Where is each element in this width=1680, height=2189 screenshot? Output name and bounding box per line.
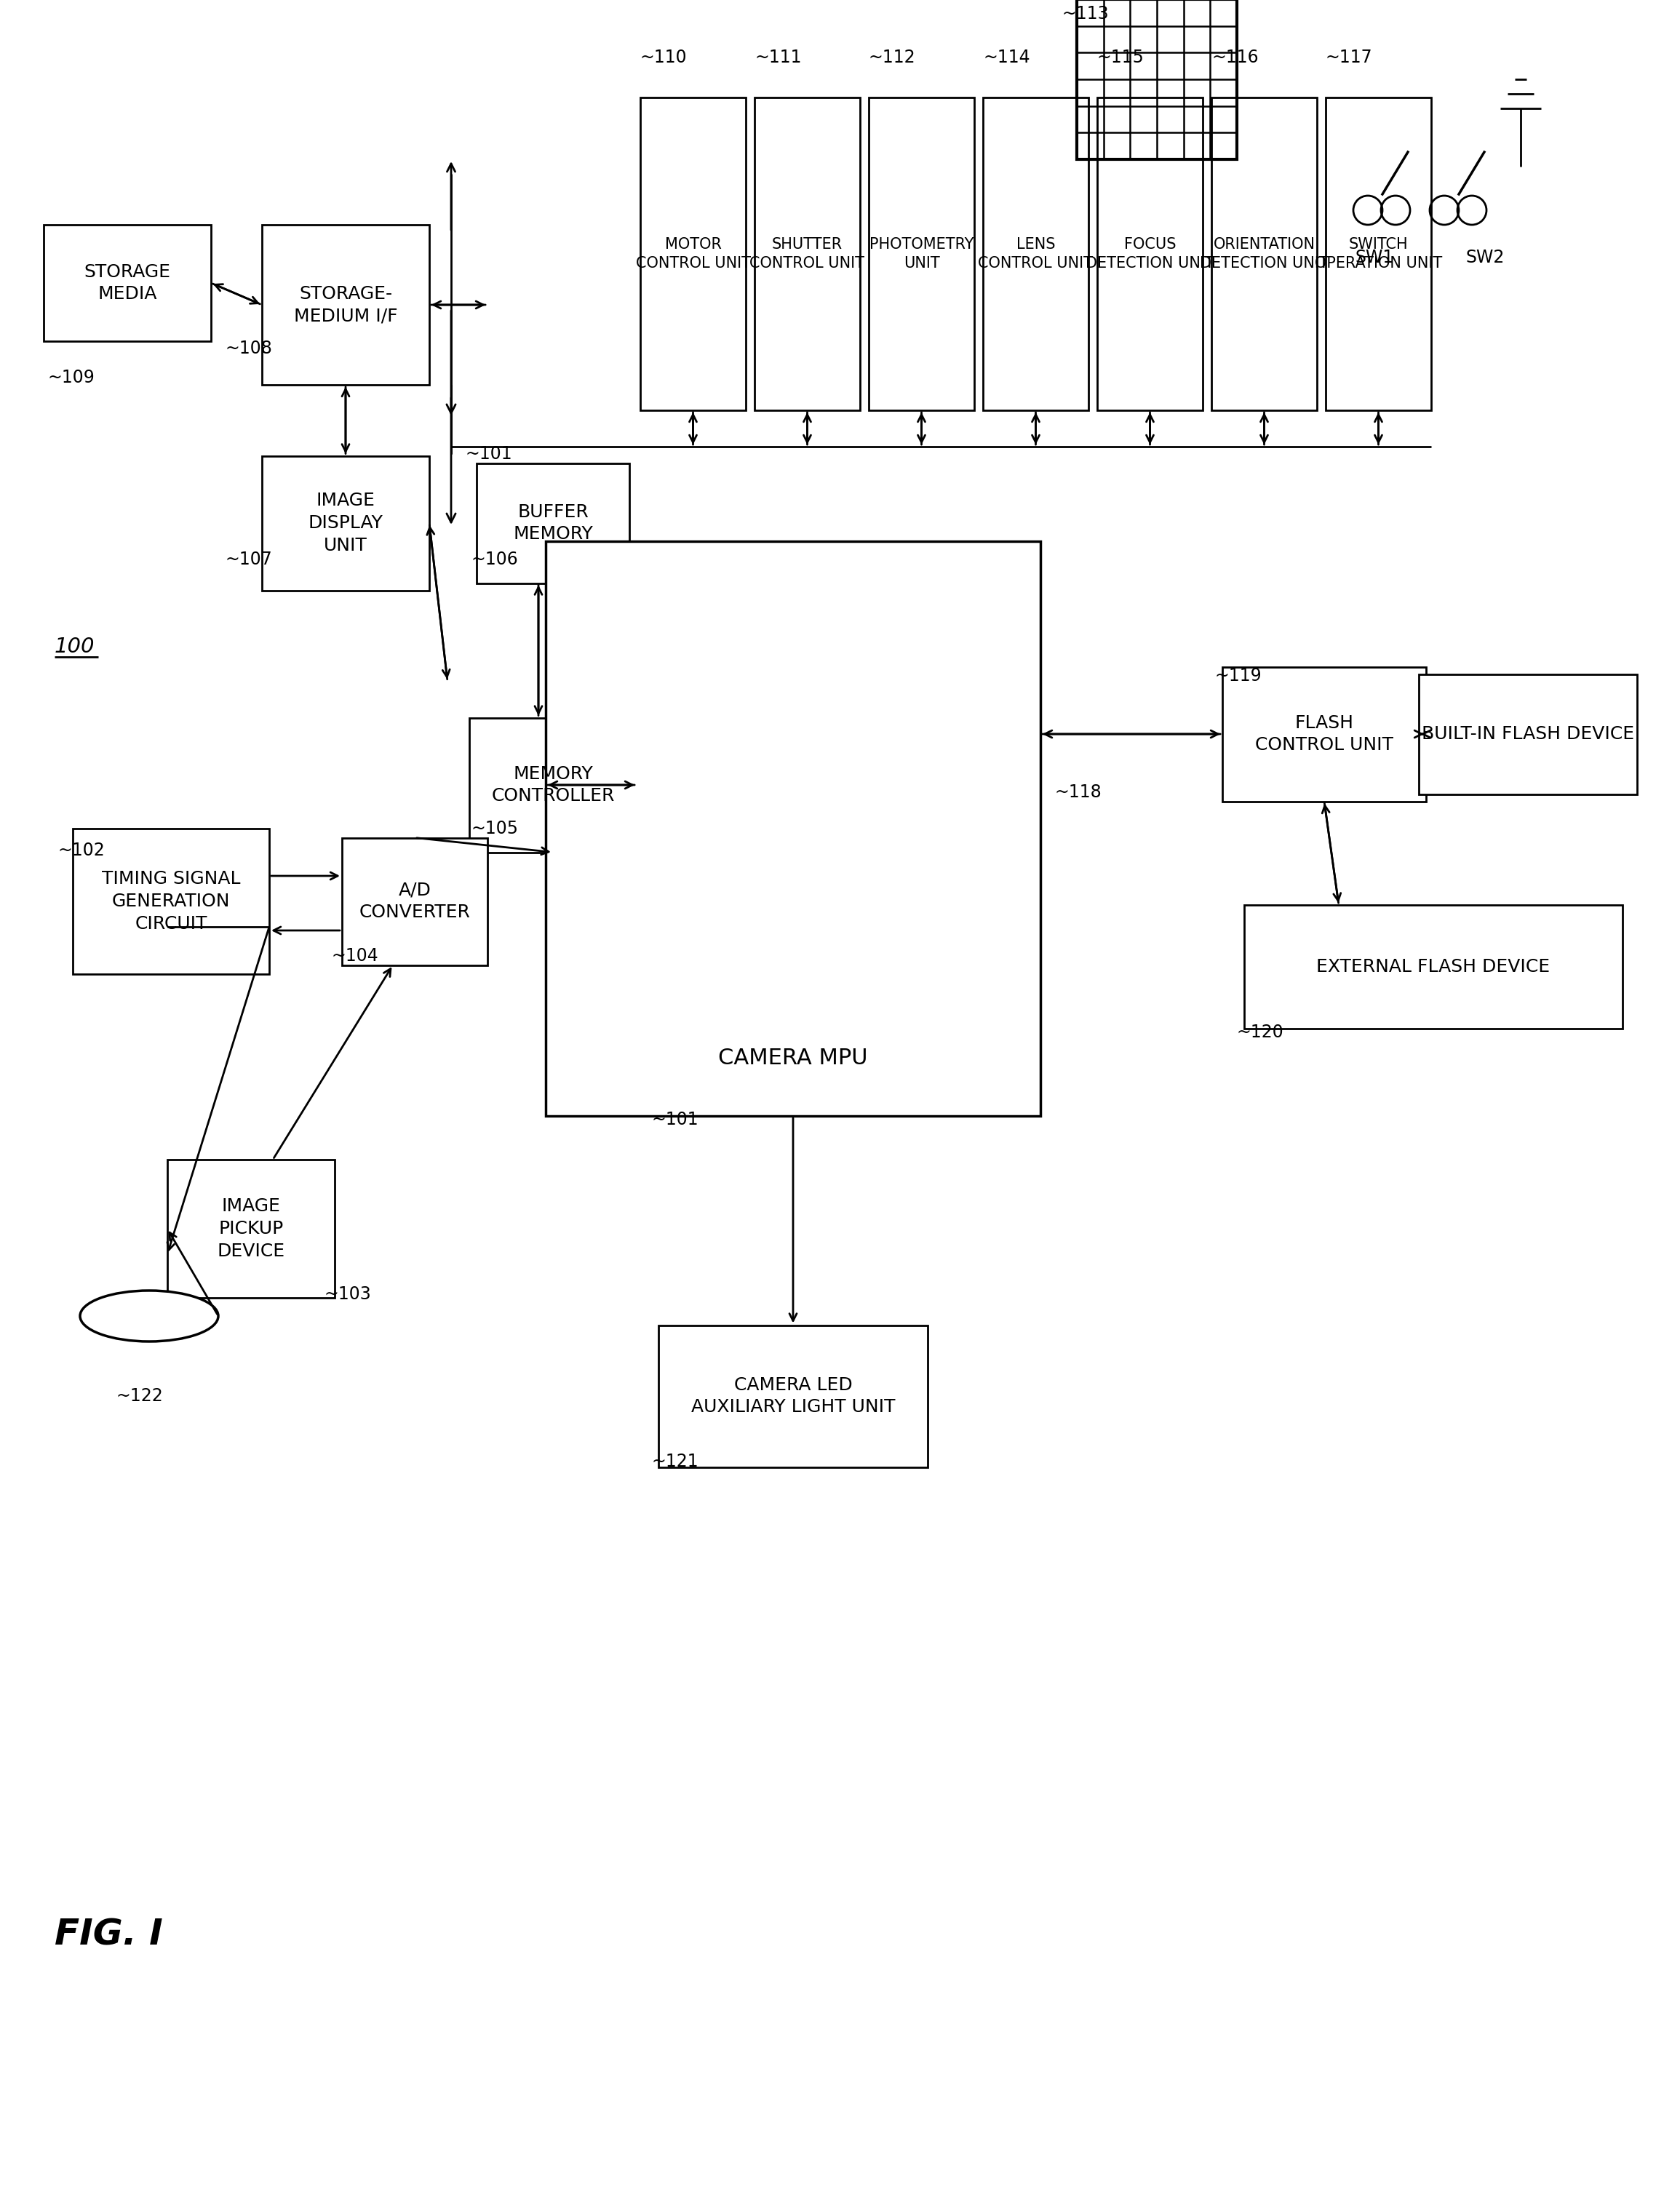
Text: IMAGE
PICKUP
DEVICE: IMAGE PICKUP DEVICE bbox=[217, 1197, 286, 1259]
Bar bbox=[1245, 904, 1623, 1029]
Bar bbox=[1211, 99, 1317, 409]
Text: CAMERA MPU: CAMERA MPU bbox=[719, 1046, 869, 1068]
Text: ~114: ~114 bbox=[983, 48, 1030, 66]
Bar bbox=[477, 464, 630, 582]
Text: ~121: ~121 bbox=[652, 1453, 699, 1471]
Text: ~117: ~117 bbox=[1326, 48, 1373, 66]
Text: ~118: ~118 bbox=[1055, 784, 1102, 801]
Text: ~101: ~101 bbox=[465, 444, 512, 462]
Bar bbox=[754, 99, 860, 409]
Bar bbox=[168, 1160, 334, 1298]
Text: ~107: ~107 bbox=[225, 552, 272, 569]
Text: SWITCH
OPERATION UNIT: SWITCH OPERATION UNIT bbox=[1315, 236, 1441, 271]
Text: ~108: ~108 bbox=[225, 339, 272, 357]
Text: ~122: ~122 bbox=[116, 1388, 163, 1405]
Text: MOTOR
CONTROL UNIT: MOTOR CONTROL UNIT bbox=[635, 236, 751, 271]
Text: EXTERNAL FLASH DEVICE: EXTERNAL FLASH DEVICE bbox=[1317, 959, 1551, 976]
Text: STORAGE-
MEDIUM I/F: STORAGE- MEDIUM I/F bbox=[294, 285, 398, 324]
Bar bbox=[343, 838, 487, 965]
Text: MEMORY
CONTROLLER: MEMORY CONTROLLER bbox=[491, 766, 615, 806]
Text: A/D
CONVERTER: A/D CONVERTER bbox=[360, 882, 470, 922]
Text: PHOTOMETRY
UNIT: PHOTOMETRY UNIT bbox=[869, 236, 974, 271]
Text: STORAGE
MEDIA: STORAGE MEDIA bbox=[84, 263, 171, 302]
Text: ORIENTATION
DETECTION UNIT: ORIENTATION DETECTION UNIT bbox=[1200, 236, 1329, 271]
Text: SHUTTER
CONTROL UNIT: SHUTTER CONTROL UNIT bbox=[749, 236, 865, 271]
Ellipse shape bbox=[81, 1292, 218, 1342]
Text: ~120: ~120 bbox=[1236, 1024, 1284, 1042]
Text: BUILT-IN FLASH DEVICE: BUILT-IN FLASH DEVICE bbox=[1421, 725, 1635, 742]
Bar bbox=[983, 99, 1089, 409]
Text: SW2: SW2 bbox=[1467, 250, 1505, 267]
Text: ~106: ~106 bbox=[472, 552, 519, 569]
Bar bbox=[469, 718, 637, 852]
Bar bbox=[546, 541, 1040, 1116]
Text: LENS
CONTROL UNIT: LENS CONTROL UNIT bbox=[978, 236, 1094, 271]
Text: ~113: ~113 bbox=[1062, 4, 1109, 22]
Text: ~103: ~103 bbox=[324, 1285, 371, 1302]
Text: ~105: ~105 bbox=[472, 821, 519, 838]
Text: ~112: ~112 bbox=[869, 48, 916, 66]
Text: CAMERA LED
AUXILIARY LIGHT UNIT: CAMERA LED AUXILIARY LIGHT UNIT bbox=[690, 1377, 895, 1416]
Bar bbox=[44, 225, 212, 341]
Bar bbox=[659, 1324, 927, 1467]
Bar bbox=[1326, 99, 1431, 409]
Text: FOCUS
DETECTION UNIT: FOCUS DETECTION UNIT bbox=[1085, 236, 1215, 271]
Bar bbox=[1077, 0, 1236, 160]
Bar bbox=[640, 99, 746, 409]
Text: ~111: ~111 bbox=[754, 48, 801, 66]
Text: ~109: ~109 bbox=[47, 368, 94, 385]
Text: ~101: ~101 bbox=[652, 1110, 699, 1127]
Bar bbox=[1097, 99, 1203, 409]
Bar bbox=[262, 225, 430, 385]
Text: ~119: ~119 bbox=[1215, 668, 1262, 685]
Bar bbox=[262, 455, 430, 591]
Text: IMAGE
DISPLAY
UNIT: IMAGE DISPLAY UNIT bbox=[307, 493, 383, 554]
Bar bbox=[72, 830, 269, 974]
Text: FIG. I: FIG. I bbox=[54, 1918, 163, 1953]
Text: ~110: ~110 bbox=[640, 48, 687, 66]
Text: TIMING SIGNAL
GENERATION
CIRCUIT: TIMING SIGNAL GENERATION CIRCUIT bbox=[102, 871, 240, 933]
Text: FLASH
CONTROL UNIT: FLASH CONTROL UNIT bbox=[1255, 714, 1393, 753]
Text: BUFFER
MEMORY: BUFFER MEMORY bbox=[512, 503, 593, 543]
Bar bbox=[1420, 674, 1636, 795]
Bar bbox=[869, 99, 974, 409]
Text: ~115: ~115 bbox=[1097, 48, 1144, 66]
Text: ~116: ~116 bbox=[1211, 48, 1258, 66]
Text: ~102: ~102 bbox=[59, 843, 106, 858]
Bar bbox=[1223, 668, 1426, 801]
Text: SW1: SW1 bbox=[1354, 250, 1393, 267]
Text: 100: 100 bbox=[54, 637, 96, 657]
Text: ~104: ~104 bbox=[331, 948, 378, 965]
